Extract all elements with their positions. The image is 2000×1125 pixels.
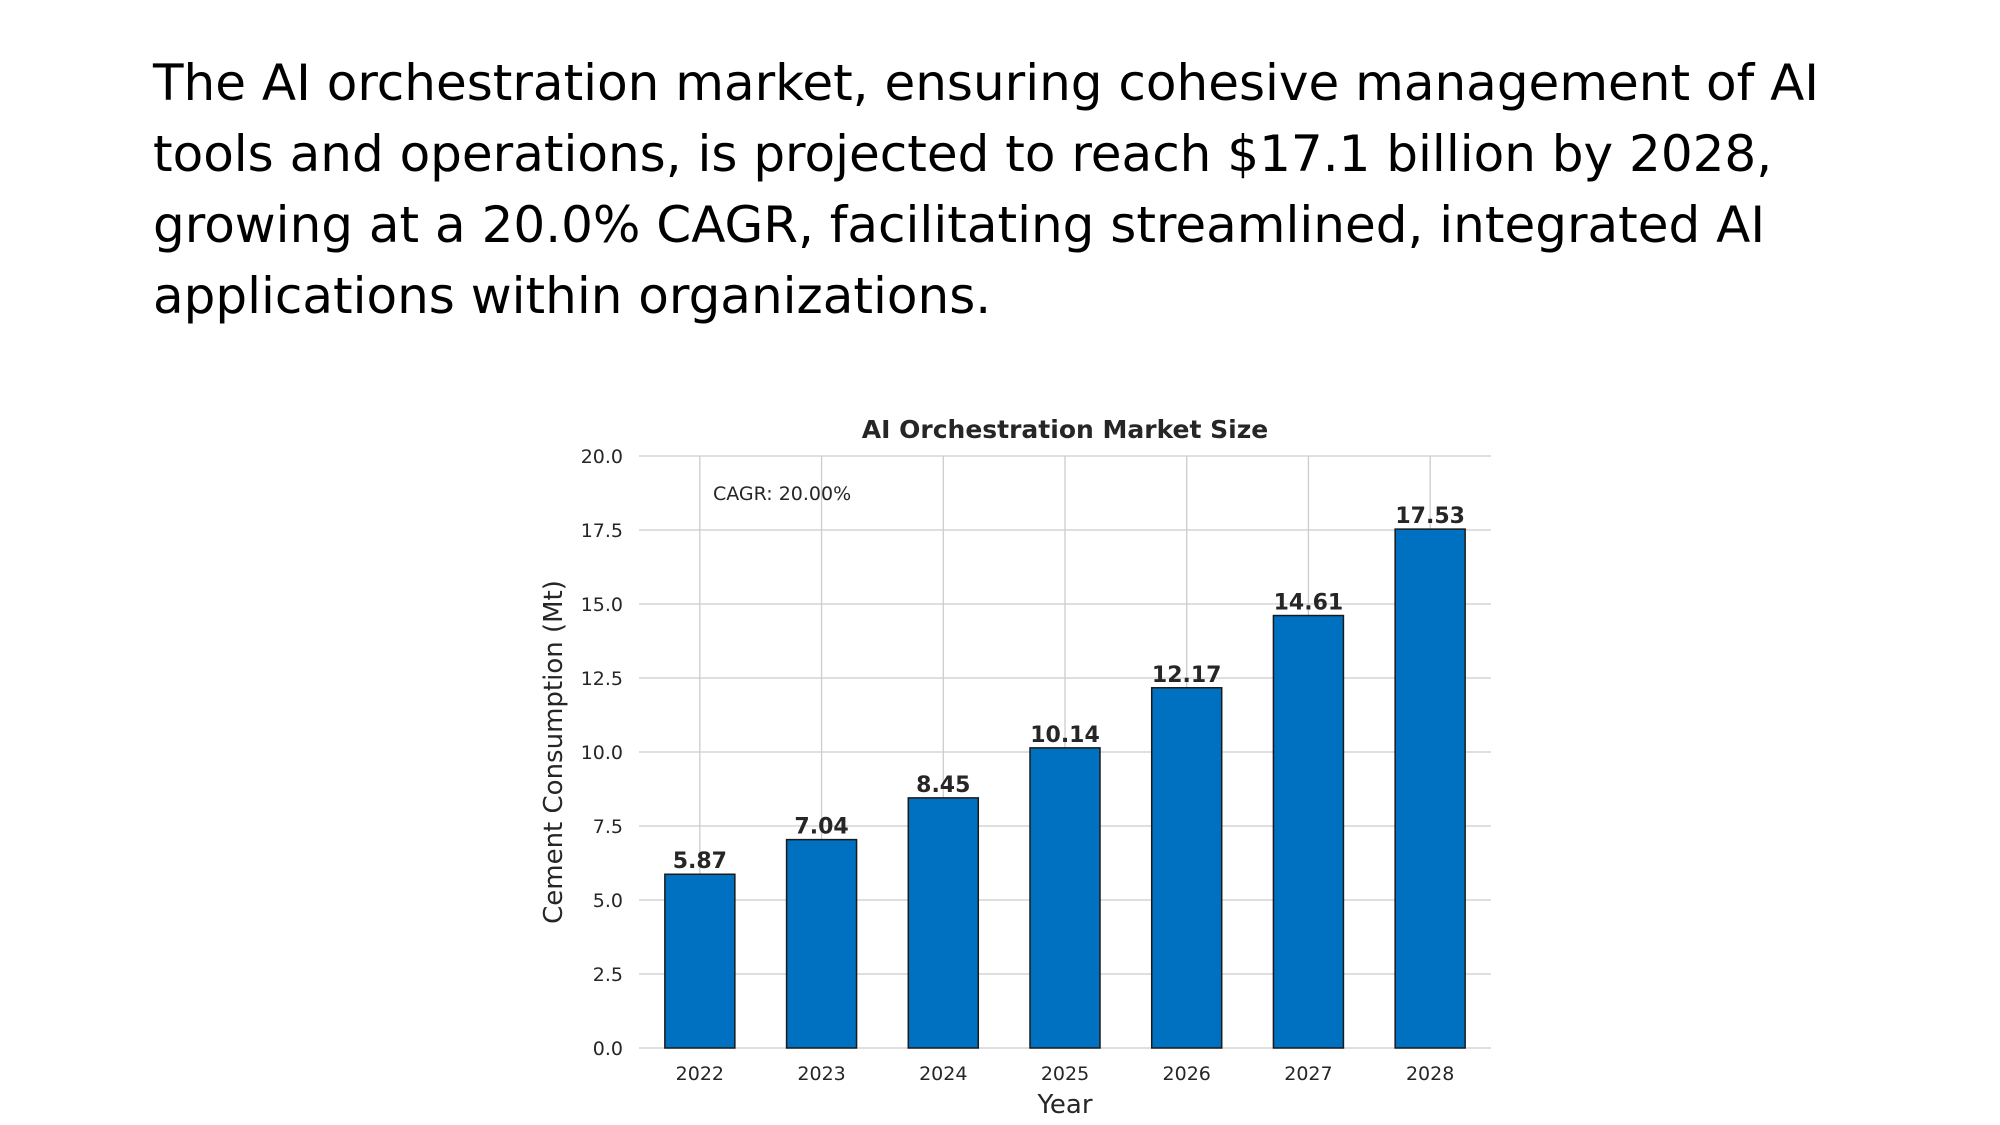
bar-2028 bbox=[1394, 528, 1466, 1049]
bar-2027 bbox=[1272, 614, 1345, 1049]
x-tick-label: 2025 bbox=[1041, 1063, 1089, 1085]
bar-value-label: 14.61 bbox=[1274, 591, 1344, 616]
bar-2024 bbox=[907, 797, 980, 1049]
bar-2026 bbox=[1150, 687, 1223, 1049]
x-axis-ticks: 2022 2023 2024 2025 2026 2027 2028 bbox=[676, 1063, 1455, 1085]
slide-description: The AI orchestration market, ensuring co… bbox=[153, 54, 1820, 325]
x-tick-label: 2024 bbox=[919, 1063, 967, 1085]
x-tick-label: 2027 bbox=[1284, 1063, 1332, 1085]
bar-2025 bbox=[1029, 747, 1101, 1049]
y-axis-label: Cement Consumption (Mt) bbox=[539, 580, 569, 924]
y-tick-label: 17.5 bbox=[581, 520, 623, 542]
y-tick-label: 10.0 bbox=[581, 742, 623, 764]
chart-title: AI Orchestration Market Size bbox=[862, 415, 1268, 444]
x-tick-label: 2022 bbox=[676, 1063, 724, 1085]
y-tick-label: 0.0 bbox=[593, 1038, 623, 1060]
bar-value-label: 8.45 bbox=[916, 773, 970, 798]
cagr-annotation: CAGR: 20.00% bbox=[713, 483, 851, 505]
bar-value-label: 5.87 bbox=[673, 849, 727, 874]
y-tick-label: 12.5 bbox=[581, 668, 623, 690]
x-tick-label: 2028 bbox=[1406, 1063, 1454, 1085]
x-axis-label: Year bbox=[1036, 1090, 1092, 1120]
y-tick-label: 2.5 bbox=[593, 964, 623, 986]
bar-value-labels: 5.87 7.04 8.45 10.14 12.17 14.61 17.53 bbox=[673, 504, 1465, 874]
bar-2023 bbox=[785, 838, 858, 1049]
bar-2022 bbox=[664, 873, 736, 1049]
y-tick-label: 20.0 bbox=[581, 446, 623, 468]
bars bbox=[664, 528, 1466, 1049]
y-tick-label: 7.5 bbox=[593, 816, 623, 838]
y-axis-ticks: 0.0 2.5 5.0 7.5 10.0 12.5 15.0 17.5 20.0 bbox=[581, 446, 623, 1060]
bar-value-label: 17.53 bbox=[1395, 504, 1465, 529]
bar-value-label: 12.17 bbox=[1152, 663, 1222, 688]
y-tick-label: 15.0 bbox=[581, 594, 623, 616]
bar-value-label: 7.04 bbox=[794, 815, 848, 840]
bar-value-label: 10.14 bbox=[1030, 723, 1100, 748]
y-tick-label: 5.0 bbox=[593, 890, 623, 912]
x-tick-label: 2023 bbox=[797, 1063, 845, 1085]
x-tick-label: 2026 bbox=[1163, 1063, 1211, 1085]
